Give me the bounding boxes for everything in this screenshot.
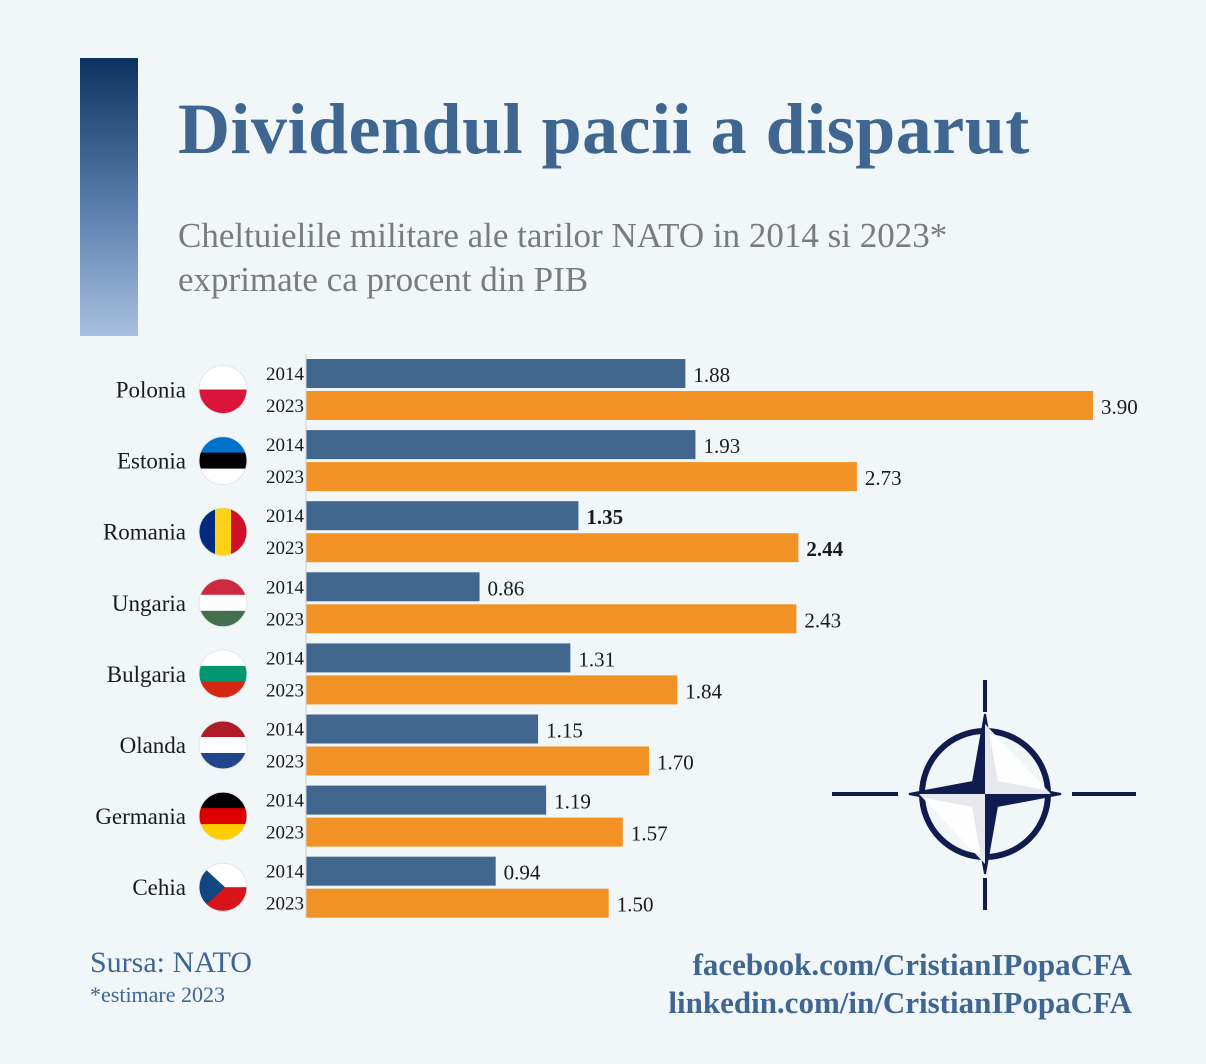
category-label: Romania bbox=[103, 520, 186, 545]
year-label: 2023 bbox=[266, 823, 304, 844]
data-label: 1.19 bbox=[554, 790, 591, 814]
subtitle-line-2: exprimate ca procent din PIB bbox=[178, 260, 589, 299]
romania-flag-icon bbox=[199, 507, 247, 556]
footer-source: Sursa: NATO *estimare 2023 bbox=[90, 946, 252, 1008]
bar-chart: Polonia 2014 1.88 2023 3.90 Estonia 2014 1.93 20… bbox=[95, 354, 1138, 918]
year-label: 2023 bbox=[266, 609, 304, 630]
subtitle: Cheltuielile militare ale tarilor NATO i… bbox=[178, 214, 1078, 302]
year-label: 2014 bbox=[266, 648, 305, 669]
year-label: 2014 bbox=[266, 506, 305, 527]
nato-compass-star-icon bbox=[832, 680, 1136, 910]
bar-2014 bbox=[306, 572, 480, 602]
bulgaria-flag-icon bbox=[199, 649, 247, 698]
data-label: 1.35 bbox=[586, 505, 623, 529]
year-label: 2023 bbox=[266, 538, 304, 559]
data-label: 1.15 bbox=[546, 719, 583, 743]
data-label: 1.88 bbox=[693, 363, 730, 387]
year-label: 2023 bbox=[266, 752, 304, 773]
year-label: 2014 bbox=[266, 577, 305, 598]
footer-links: facebook.com/CristianIPopaCFA linkedin.c… bbox=[668, 946, 1132, 1022]
bar-2023 bbox=[306, 746, 650, 776]
year-label: 2023 bbox=[266, 894, 304, 915]
bar-2023 bbox=[306, 675, 678, 705]
data-label: 1.50 bbox=[617, 893, 654, 917]
year-label: 2014 bbox=[266, 791, 305, 812]
year-label: 2023 bbox=[266, 680, 304, 701]
data-label: 1.93 bbox=[703, 434, 740, 458]
bar-2014 bbox=[306, 856, 496, 886]
bar-2014 bbox=[306, 643, 571, 673]
bar-2014 bbox=[306, 430, 696, 460]
data-label: 2.73 bbox=[865, 466, 902, 490]
subtitle-line-1: Cheltuielile militare ale tarilor NATO i… bbox=[178, 216, 948, 255]
estonia-flag-icon bbox=[199, 436, 247, 485]
source-label: Sursa: NATO bbox=[90, 946, 252, 979]
page-title: Dividendul pacii a disparut bbox=[178, 89, 1030, 169]
estimate-note: *estimare 2023 bbox=[90, 982, 226, 1007]
title-accent-bar bbox=[80, 58, 138, 336]
data-label: 1.31 bbox=[578, 647, 615, 671]
data-label: 2.43 bbox=[804, 608, 841, 632]
year-label: 2014 bbox=[266, 862, 305, 883]
data-label: 3.90 bbox=[1101, 395, 1138, 419]
netherlands-flag-icon bbox=[199, 721, 247, 769]
hungary-flag-icon bbox=[199, 578, 247, 627]
bar-2023 bbox=[306, 533, 799, 563]
category-label: Polonia bbox=[116, 378, 186, 403]
bar-2014 bbox=[306, 501, 579, 531]
category-label: Olanda bbox=[120, 733, 186, 758]
data-label: 1.84 bbox=[685, 679, 722, 703]
year-label: 2014 bbox=[266, 364, 305, 385]
year-label: 2014 bbox=[266, 435, 305, 456]
category-label: Estonia bbox=[117, 449, 186, 474]
data-label: 0.86 bbox=[488, 576, 525, 600]
bar-2014 bbox=[306, 359, 686, 388]
bar-2023 bbox=[306, 817, 623, 847]
bar-2023 bbox=[306, 462, 857, 492]
data-label: 2.44 bbox=[806, 537, 843, 561]
year-label: 2014 bbox=[266, 720, 305, 741]
data-label: 1.70 bbox=[657, 751, 694, 775]
data-label: 0.94 bbox=[504, 861, 541, 885]
germany-flag-icon bbox=[199, 792, 247, 841]
bar-2014 bbox=[306, 785, 547, 815]
year-label: 2023 bbox=[266, 467, 304, 488]
category-label: Germania bbox=[95, 804, 186, 829]
category-label: Ungaria bbox=[112, 591, 186, 616]
category-label: Cehia bbox=[132, 875, 186, 900]
linkedin-link[interactable]: linkedin.com/in/CristianIPopaCFA bbox=[668, 985, 1132, 1020]
bar-2023 bbox=[306, 888, 609, 918]
facebook-link[interactable]: facebook.com/CristianIPopaCFA bbox=[692, 947, 1132, 982]
year-label: 2023 bbox=[266, 396, 304, 417]
bar-2023 bbox=[306, 604, 797, 634]
category-label: Bulgaria bbox=[107, 662, 186, 687]
bar-2014 bbox=[306, 714, 539, 744]
data-label: 1.57 bbox=[631, 822, 668, 846]
bar-2023 bbox=[306, 391, 1093, 420]
